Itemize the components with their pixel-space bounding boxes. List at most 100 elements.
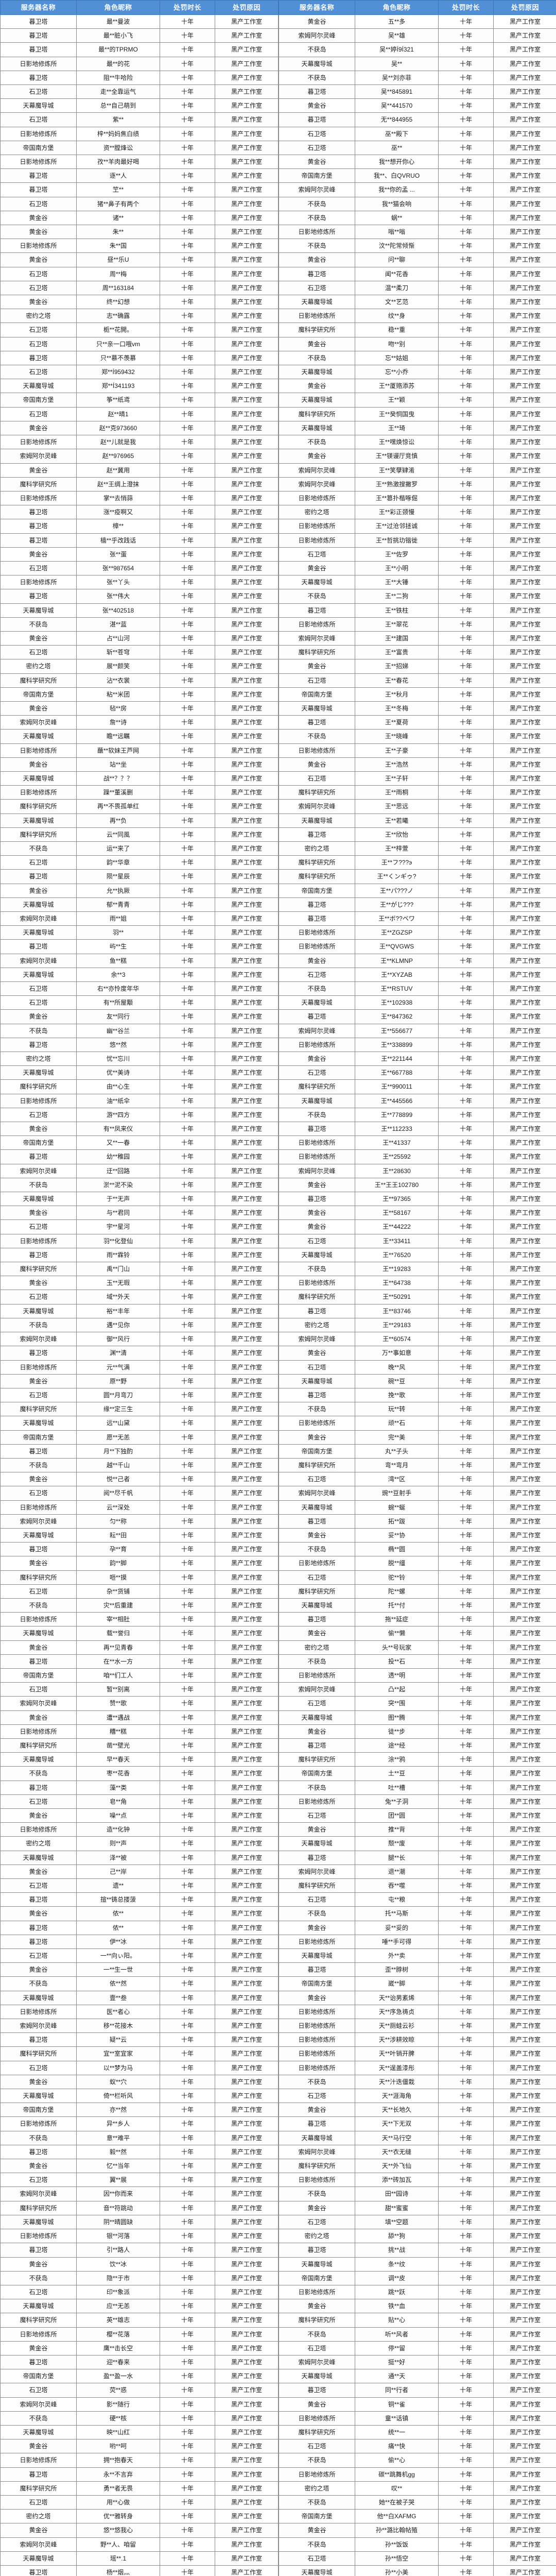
cell-reason: 黑产工作室	[215, 70, 279, 86]
table-row: 暮卫塔 孕**育 十年 黑产工作室	[0, 1542, 279, 1557]
cell-duration: 十年	[438, 266, 494, 281]
cell-server: 石卫塔	[0, 561, 77, 576]
cell-nickname: 挺**好	[355, 2354, 439, 2370]
cell-nickname: 吴**婷Í9Í321	[355, 42, 439, 57]
table-row: 石卫塔 孙**悟空 十年 黑产工作室	[279, 2551, 556, 2566]
cell-reason: 黑产工作室	[215, 2354, 279, 2370]
cell-server: 黄金谷	[279, 336, 355, 351]
table-row: 黄金谷 孙**潞比翰帖殖 十年 黑产工作室	[279, 2523, 556, 2538]
cell-server: 天幕魔导城	[0, 771, 77, 786]
cell-reason: 黑产工作室	[215, 2523, 279, 2538]
table-row: 日影地修炼所 天**序急祷贞 十年 黑产工作室	[279, 2004, 556, 2020]
cell-duration: 十年	[160, 1079, 215, 1094]
cell-reason: 黑产工作室	[493, 1850, 556, 1865]
table-row: 黄金谷 己**岸 十年 黑产工作室	[0, 1864, 279, 1879]
cell-nickname: 王**パ???ノ	[355, 883, 439, 898]
cell-duration: 十年	[160, 1738, 215, 1753]
cell-nickname: 瑶**.1	[76, 2551, 160, 2566]
table-row: 暮卫塔 最**曼波 十年 黑产工作室	[0, 14, 279, 29]
cell-nickname: 天**长地久	[355, 2103, 439, 2117]
cell-nickname: 王**フ???э	[355, 855, 439, 870]
cell-reason: 黑产工作室	[215, 1542, 279, 1557]
cell-reason: 黑产工作室	[493, 1374, 556, 1388]
table-row: 日影地修炼所 赵**儿就是我 十年 黑产工作室	[0, 435, 279, 450]
cell-nickname: 郑**Í341193	[76, 379, 160, 394]
cell-nickname: 童**话镇	[355, 2411, 439, 2426]
cell-nickname: 王**雨桐	[355, 785, 439, 800]
table-row: 天幕魔导城 王**76520 十年 黑产工作室	[279, 1247, 556, 1263]
cell-duration: 十年	[160, 2299, 215, 2314]
cell-nickname: 闻**花香	[355, 266, 439, 281]
cell-server: 黄金谷	[279, 1430, 355, 1445]
cell-duration: 十年	[160, 1626, 215, 1641]
cell-nickname: 唾**手可得	[355, 1934, 439, 1950]
table-row: 日影地修炼所 元**气满 十年 黑产工作室	[0, 1360, 279, 1375]
cell-reason: 黑产工作室	[493, 1136, 556, 1150]
table-row: 黄金谷 鹰**击长空 十年 黑产工作室	[0, 2341, 279, 2355]
cell-duration: 十年	[438, 1317, 494, 1333]
cell-reason: 黑产工作室	[493, 939, 556, 954]
table-row: 石卫塔 王**春花 十年 黑产工作室	[279, 673, 556, 688]
cell-nickname: 王**83746	[355, 1303, 439, 1318]
cell-reason: 黑产工作室	[215, 2257, 279, 2272]
cell-duration: 十年	[438, 28, 494, 43]
cell-nickname: 王**熟激搜撇罗	[355, 477, 439, 492]
cell-duration: 十年	[160, 1317, 215, 1333]
cell-reason: 黑产工作室	[493, 84, 556, 99]
cell-server: 日影地修炼所	[279, 533, 355, 548]
cell-server: 魔科学研究所	[279, 785, 355, 800]
table-row: 魔科学研究所 赵**王绸上澄抹 十年 黑产工作室	[0, 477, 279, 492]
cell-duration: 十年	[438, 1037, 494, 1053]
cell-duration: 十年	[160, 1136, 215, 1150]
table-row: 不获岛 我**猫会响 十年 黑产工作室	[279, 196, 556, 211]
table-row: 天幕魔导城 王**颖 十年 黑产工作室	[279, 393, 556, 408]
cell-duration: 十年	[160, 1584, 215, 1599]
cell-nickname: 躁**董溪删	[76, 785, 160, 800]
cell-reason: 黑产工作室	[215, 1136, 279, 1150]
cell-server: 天幕魔导城	[0, 98, 77, 113]
cell-nickname: 王**夏荷	[355, 715, 439, 730]
cell-duration: 十年	[438, 2284, 494, 2300]
cell-nickname: 医**者心	[76, 2004, 160, 2020]
cell-nickname: 又**一春	[76, 1136, 160, 1150]
cell-duration: 十年	[438, 2537, 494, 2552]
cell-duration: 十年	[438, 155, 494, 170]
cell-duration: 十年	[438, 1584, 494, 1599]
cell-duration: 十年	[438, 995, 494, 1010]
cell-server: 暮卫塔	[279, 84, 355, 99]
cell-server: 索姆阿尔灵峰	[279, 477, 355, 492]
cell-nickname: 悠**然	[76, 1037, 160, 1053]
cell-nickname: 笁**	[76, 182, 160, 197]
cell-server: 索姆阿尔灵峰	[0, 449, 77, 464]
cell-duration: 十年	[160, 603, 215, 618]
cell-nickname: 王**112233	[355, 1122, 439, 1137]
cell-duration: 十年	[160, 757, 215, 772]
table-row: 不获岛 天**汁迭僵栽 十年 黑产工作室	[279, 2074, 556, 2090]
cell-reason: 黑产工作室	[215, 1065, 279, 1080]
cell-reason: 黑产工作室	[493, 1514, 556, 1529]
cell-nickname: 噪**点	[76, 1808, 160, 1823]
table-row: 索姆阿尔灵峰 退**潮 十年 黑产工作室	[279, 1864, 556, 1879]
cell-duration: 十年	[160, 1303, 215, 1318]
cell-reason: 黑产工作室	[215, 953, 279, 968]
cell-server: 日影地修炼所	[279, 2411, 355, 2426]
cell-server: 黄金谷	[0, 1206, 77, 1221]
ban-table-right: 服务器名称 角色昵称 处罚时长 处罚原因 黄金谷 五**多 十年 黑产工作室 索姆阿尔灵…	[279, 0, 556, 2576]
cell-nickname: 巫**	[355, 140, 439, 156]
cell-nickname: 赵**克973660	[76, 420, 160, 436]
cell-reason: 黑产工作室	[493, 1458, 556, 1473]
cell-reason: 黑产工作室	[493, 897, 556, 912]
cell-nickname: 王**778899	[355, 1107, 439, 1123]
table-row: 日影地修炼所 脱**缰 十年 黑产工作室	[279, 1556, 556, 1571]
table-row: 黄金谷 张**蛋 十年 黑产工作室	[0, 547, 279, 562]
table-row: 天幕魔导城 泽**被 十年 黑产工作室	[0, 1850, 279, 1865]
table-row: 暮卫塔 闻**花香 十年 黑产工作室	[279, 266, 556, 281]
cell-reason: 黑产工作室	[215, 1696, 279, 1711]
cell-duration: 十年	[438, 561, 494, 576]
cell-server: 天幕魔导城	[0, 1990, 77, 2005]
cell-server: 暮卫塔	[0, 14, 77, 29]
cell-server: 石卫塔	[0, 855, 77, 870]
cell-nickname: 王**221144	[355, 1052, 439, 1066]
cell-reason: 黑产工作室	[493, 1668, 556, 1683]
cell-nickname: 赵**晴1	[76, 406, 160, 421]
